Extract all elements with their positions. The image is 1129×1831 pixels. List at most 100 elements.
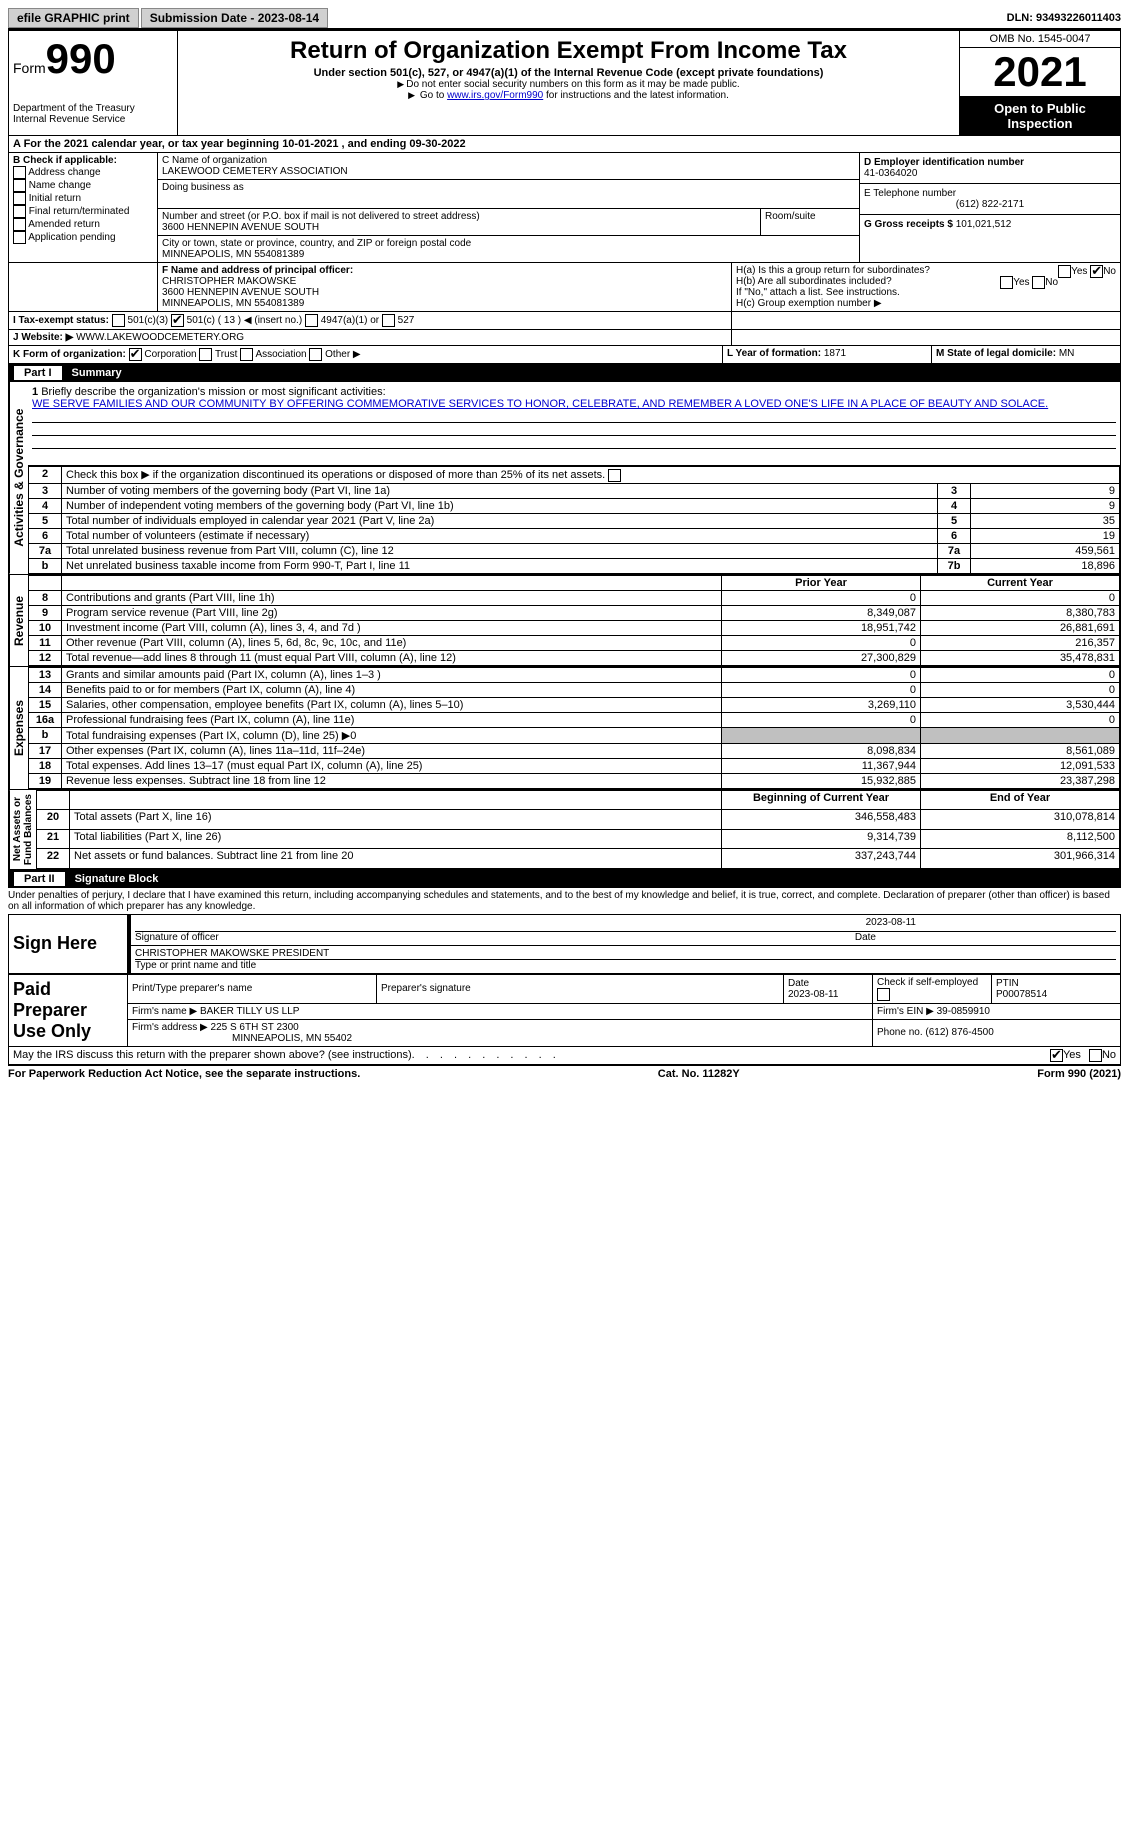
chk-discuss-no[interactable] <box>1089 1049 1102 1062</box>
discuss-label: May the IRS discuss this return with the… <box>13 1049 412 1062</box>
q1-label: Briefly describe the organization's miss… <box>41 386 385 398</box>
form-title: Return of Organization Exempt From Incom… <box>182 37 955 65</box>
sig-officer-label: Signature of officer <box>135 932 219 943</box>
tax-year: 2021 <box>960 48 1120 97</box>
val-5: 35 <box>971 513 1120 528</box>
chk-trust[interactable] <box>199 348 212 361</box>
prep-name-label: Print/Type preparer's name <box>128 974 377 1003</box>
org-city: MINNEAPOLIS, MN 554081389 <box>162 249 855 260</box>
sig-date: 2023-08-11 <box>135 917 1116 932</box>
prep-sig-label: Preparer's signature <box>377 974 784 1003</box>
period-line: A For the 2021 calendar year, or tax yea… <box>8 136 1121 153</box>
room-suite-label: Room/suite <box>760 209 859 235</box>
state-domicile: MN <box>1059 348 1075 359</box>
submission-date: Submission Date - 2023-08-14 <box>141 8 328 28</box>
note-ssn: Do not enter social security numbers on … <box>182 79 955 90</box>
val-7b: 18,896 <box>971 558 1120 573</box>
chk-hb-no[interactable] <box>1032 276 1045 289</box>
boxb-label: B Check if applicable: <box>13 155 153 166</box>
gross-receipts: 101,021,512 <box>956 219 1012 230</box>
ptin: P00078514 <box>996 989 1047 1000</box>
firm-ein: 39-0859910 <box>937 1006 990 1017</box>
val-4: 9 <box>971 498 1120 513</box>
chk-final-return[interactable]: Final return/terminated <box>13 205 153 218</box>
org-address: 3600 HENNEPIN AVENUE SOUTH <box>162 222 756 233</box>
year-formation: 1871 <box>824 348 846 359</box>
chk-name-change[interactable]: Name change <box>13 179 153 192</box>
form-header: Form990 Department of the Treasury Inter… <box>8 29 1121 136</box>
chk-amended[interactable]: Amended return <box>13 218 153 231</box>
boxh-a: H(a) Is this a group return for subordin… <box>736 265 1116 276</box>
activities-governance-label: Activities & Governance <box>9 382 28 574</box>
boxj-label: J Website: ▶ <box>13 332 73 343</box>
chk-app-pending[interactable]: Application pending <box>13 231 153 244</box>
paid-preparer-label: Paid Preparer Use Only <box>9 974 128 1046</box>
topbar: efile GRAPHIC print Submission Date - 20… <box>8 8 1121 29</box>
omb-number: OMB No. 1545-0047 <box>960 31 1120 48</box>
firm-city: MINNEAPOLIS, MN 55402 <box>132 1033 352 1044</box>
org-name: LAKEWOOD CEMETERY ASSOCIATION <box>162 166 855 177</box>
chk-discontinued[interactable] <box>608 469 621 482</box>
prep-date: 2023-08-11 <box>788 989 838 1000</box>
city-label: City or town, state or province, country… <box>162 238 855 249</box>
open-inspection: Open to Public Inspection <box>960 97 1120 135</box>
chk-4947[interactable] <box>305 314 318 327</box>
note-link: Go to www.irs.gov/Form990 for instructio… <box>182 90 955 101</box>
chk-501c[interactable] <box>171 314 184 327</box>
chk-hb-yes[interactable] <box>1000 276 1013 289</box>
ein: 41-0364020 <box>864 168 1116 179</box>
boxh-note: If "No," attach a list. See instructions… <box>736 287 1116 298</box>
val-6: 19 <box>971 528 1120 543</box>
val-3: 9 <box>971 483 1120 498</box>
chk-self-employed[interactable] <box>877 988 890 1001</box>
chk-ha-yes[interactable] <box>1058 265 1071 278</box>
expenses-label: Expenses <box>9 667 28 789</box>
revenue-label: Revenue <box>9 575 28 666</box>
officer-name-title: CHRISTOPHER MAKOWSKE PRESIDENT <box>135 948 1116 960</box>
form-subtitle: Under section 501(c), 527, or 4947(a)(1)… <box>182 67 955 79</box>
chk-corp[interactable] <box>129 348 142 361</box>
val-7a: 459,561 <box>971 543 1120 558</box>
prep-check-label: Check if self-employed <box>873 974 992 1003</box>
telephone: (612) 822-2171 <box>864 199 1116 210</box>
boxg-label: G Gross receipts $ <box>864 219 953 230</box>
officer-city: MINNEAPOLIS, MN 554081389 <box>162 298 727 309</box>
part2-header: Part IISignature Block <box>8 870 1121 888</box>
chk-address-change[interactable]: Address change <box>13 166 153 179</box>
boxc-label: C Name of organization <box>162 155 855 166</box>
mission-text: WE SERVE FAMILIES AND OUR COMMUNITY BY O… <box>32 398 1048 410</box>
boxi-label: I Tax-exempt status: <box>13 315 109 326</box>
q2-label: Check this box ▶ if the organization dis… <box>62 467 1120 484</box>
officer-name: CHRISTOPHER MAKOWSKE <box>162 276 727 287</box>
boxf-label: F Name and address of principal officer: <box>162 265 727 276</box>
chk-527[interactable] <box>382 314 395 327</box>
footer-left: For Paperwork Reduction Act Notice, see … <box>8 1068 360 1080</box>
firm-name: BAKER TILLY US LLP <box>200 1006 300 1017</box>
name-title-label: Type or print name and title <box>135 960 256 971</box>
chk-501c3[interactable] <box>112 314 125 327</box>
chk-discuss-yes[interactable] <box>1050 1049 1063 1062</box>
footer-mid: Cat. No. 11282Y <box>658 1068 740 1080</box>
chk-assoc[interactable] <box>240 348 253 361</box>
firm-phone: (612) 876-4500 <box>925 1027 993 1038</box>
declaration: Under penalties of perjury, I declare th… <box>8 888 1121 914</box>
firm-addr: 225 S 6TH ST 2300 <box>211 1022 299 1033</box>
boxe-label: E Telephone number <box>864 188 1116 199</box>
addr-label: Number and street (or P.O. box if mail i… <box>162 211 756 222</box>
boxd-label: D Employer identification number <box>864 157 1116 168</box>
officer-addr: 3600 HENNEPIN AVENUE SOUTH <box>162 287 727 298</box>
sign-here-label: Sign Here <box>9 914 130 973</box>
footer-right: Form 990 (2021) <box>1037 1068 1121 1080</box>
boxk-label: K Form of organization: <box>13 349 126 360</box>
chk-other[interactable] <box>309 348 322 361</box>
chk-ha-no[interactable] <box>1090 265 1103 278</box>
irs-link[interactable]: www.irs.gov/Form990 <box>447 90 543 101</box>
boxh-c: H(c) Group exemption number ▶ <box>736 298 1116 309</box>
part1-header: Part ISummary <box>8 364 1121 382</box>
treasury-label: Department of the Treasury <box>13 103 173 114</box>
form-number: Form990 <box>13 35 173 83</box>
dba-label: Doing business as <box>162 182 855 193</box>
efile-button[interactable]: efile GRAPHIC print <box>8 8 139 28</box>
irs-label: Internal Revenue Service <box>13 114 173 125</box>
chk-initial-return[interactable]: Initial return <box>13 192 153 205</box>
